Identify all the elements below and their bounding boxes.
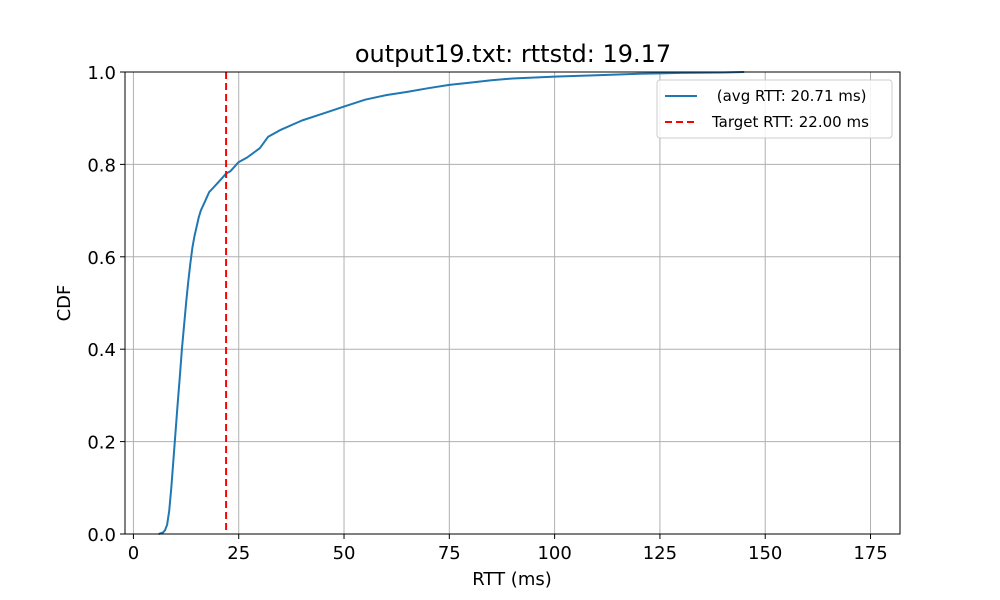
y-tick-label: 0.2 [87, 433, 116, 454]
grid [125, 71, 900, 535]
x-tick-label: 150 [748, 543, 782, 564]
legend-label-target-rtt: Target RTT: 22.00 ms [711, 113, 869, 131]
x-tick-label: 50 [333, 543, 356, 564]
x-tick-label: 100 [537, 543, 571, 564]
y-tick-label: 0.8 [87, 155, 116, 176]
x-tick-label: 75 [438, 543, 461, 564]
legend-label-avg-rtt: (avg RTT: 20.71 ms) [712, 87, 867, 105]
x-axis-ticks: 0 25 50 75 100 125 150 175 [128, 534, 888, 564]
legend-box [656, 79, 893, 139]
chart-title: output19.txt: rttstd: 19.17 [355, 40, 671, 68]
y-axis-label: CDF [54, 285, 75, 322]
cdf-line [158, 71, 745, 535]
x-tick-label: 0 [128, 543, 139, 564]
x-axis-label: RTT (ms) [472, 569, 552, 590]
y-tick-label: 0.0 [87, 525, 116, 546]
legend: (avg RTT: 20.71 ms) Target RTT: 22.00 ms [656, 79, 893, 139]
y-tick-label: 0.4 [87, 340, 116, 361]
x-tick-label: 175 [853, 543, 887, 564]
x-tick-label: 125 [643, 543, 677, 564]
y-tick-label: 0.6 [87, 248, 116, 269]
y-axis-ticks: 0.0 0.2 0.4 0.6 0.8 1.0 [87, 63, 125, 546]
plot-frame [124, 71, 901, 535]
plot-area [158, 71, 745, 535]
y-tick-label: 1.0 [87, 63, 116, 84]
x-tick-label: 25 [227, 543, 250, 564]
